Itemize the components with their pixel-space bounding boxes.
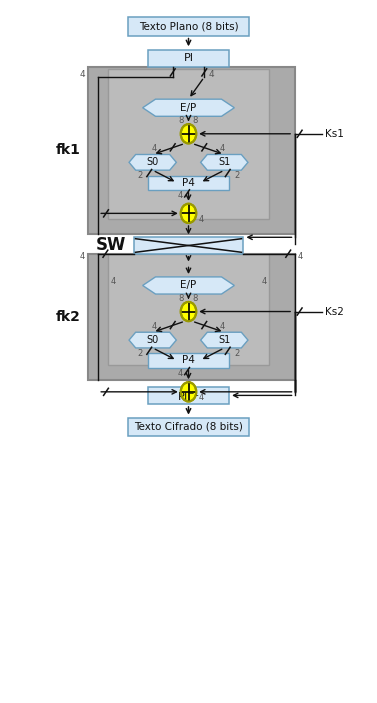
- Text: 2: 2: [234, 349, 240, 358]
- Polygon shape: [201, 333, 248, 348]
- Text: Ks1: Ks1: [325, 129, 343, 138]
- Text: 4: 4: [199, 215, 204, 224]
- Text: 4: 4: [110, 277, 115, 285]
- Text: 4: 4: [199, 394, 204, 402]
- Polygon shape: [143, 277, 234, 294]
- Text: S1: S1: [218, 157, 230, 167]
- Bar: [108, 254, 269, 365]
- Text: 4: 4: [208, 70, 214, 79]
- Polygon shape: [129, 333, 176, 348]
- Text: S1: S1: [218, 335, 230, 345]
- Text: Texto Cifrado (8 bits): Texto Cifrado (8 bits): [134, 422, 243, 432]
- Bar: [149, 387, 228, 404]
- Text: E/P: E/P: [180, 103, 197, 112]
- Text: 4: 4: [220, 144, 225, 153]
- Text: 2: 2: [234, 172, 240, 181]
- Circle shape: [181, 124, 196, 143]
- Circle shape: [181, 302, 196, 321]
- Text: P4: P4: [182, 356, 195, 366]
- Text: 4: 4: [178, 191, 183, 200]
- Text: 4: 4: [262, 277, 267, 285]
- Polygon shape: [129, 155, 176, 170]
- Text: fk1: fk1: [56, 143, 81, 157]
- Text: 2: 2: [137, 172, 143, 181]
- Text: PI$^{-1}$: PI$^{-1}$: [177, 387, 200, 404]
- Circle shape: [181, 382, 196, 401]
- Text: S0: S0: [147, 157, 159, 167]
- Text: SW: SW: [96, 236, 126, 254]
- Text: 4: 4: [152, 322, 157, 331]
- Circle shape: [181, 204, 196, 223]
- Text: 8: 8: [193, 294, 198, 303]
- Text: 4: 4: [80, 252, 85, 261]
- Text: E/P: E/P: [180, 280, 197, 290]
- Text: 8: 8: [193, 117, 198, 125]
- Text: 4: 4: [152, 144, 157, 153]
- Bar: [128, 17, 249, 36]
- Bar: [128, 418, 249, 436]
- Text: P4: P4: [182, 178, 195, 188]
- Text: Texto Plano (8 bits): Texto Plano (8 bits): [139, 21, 238, 32]
- Polygon shape: [143, 99, 234, 116]
- Bar: [108, 69, 269, 219]
- Text: 4: 4: [80, 70, 85, 79]
- Bar: [134, 238, 243, 254]
- Bar: [88, 67, 294, 233]
- Polygon shape: [201, 155, 248, 170]
- Text: 4: 4: [220, 322, 225, 331]
- Text: 4: 4: [297, 252, 303, 261]
- Text: 2: 2: [137, 349, 143, 358]
- Text: 4: 4: [178, 369, 183, 378]
- Bar: [149, 50, 228, 67]
- Text: Ks2: Ks2: [325, 307, 343, 316]
- Text: S0: S0: [147, 335, 159, 345]
- Text: PI: PI: [184, 53, 193, 63]
- Bar: [149, 354, 228, 368]
- Text: fk2: fk2: [56, 310, 81, 324]
- Bar: [149, 176, 228, 190]
- Text: 8: 8: [178, 294, 183, 303]
- Text: 8: 8: [178, 117, 183, 125]
- Bar: [88, 254, 294, 380]
